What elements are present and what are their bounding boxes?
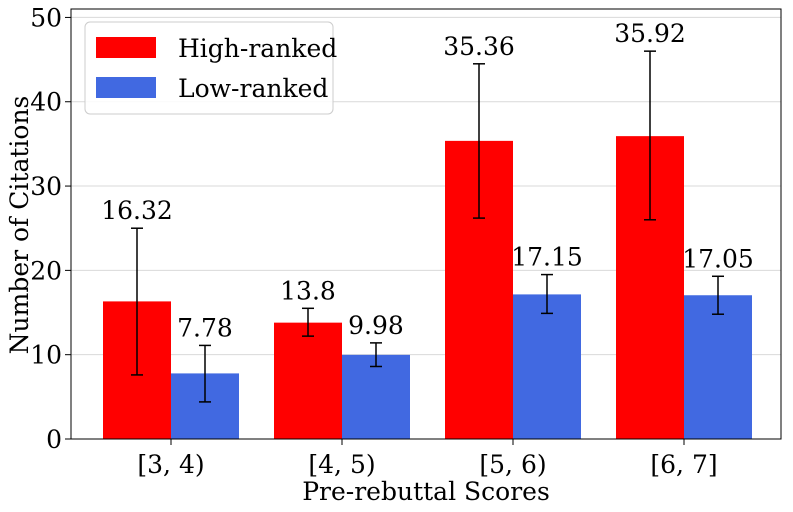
plot-frame bbox=[70, 8, 782, 440]
x-axis-label: Pre-rebuttal Scores bbox=[302, 477, 550, 506]
bar-high-ranked bbox=[274, 322, 342, 439]
x-axis-ticks: [3, 4) [4, 5) [5, 6) [6, 7] bbox=[137, 439, 718, 479]
data-label-high-ranked: 16.32 bbox=[101, 196, 173, 225]
legend: High-ranked Low-ranked bbox=[84, 21, 337, 115]
legend-swatch-high-ranked bbox=[96, 37, 156, 58]
data-label-high-ranked: 35.36 bbox=[443, 32, 515, 61]
data-label-low-ranked: 7.78 bbox=[177, 313, 233, 342]
error-bars bbox=[131, 50, 724, 403]
x-tick-label: [4, 5) bbox=[308, 450, 375, 479]
data-label-low-ranked: 17.05 bbox=[682, 244, 754, 273]
y-tick-label: 30 bbox=[30, 172, 62, 201]
y-tick-label: 50 bbox=[30, 3, 62, 32]
x-tick-label: [6, 7] bbox=[650, 450, 717, 479]
x-tick-label: [3, 4) bbox=[137, 450, 204, 479]
legend-label-low-ranked: Low-ranked bbox=[178, 74, 328, 103]
data-labels: 16.32 13.8 35.36 35.92 7.78 9.98 17.15 17.05 bbox=[101, 19, 754, 342]
legend-swatch-low-ranked bbox=[96, 77, 156, 98]
data-label-high-ranked: 35.92 bbox=[614, 19, 686, 48]
y-axis-ticks: 0 10 20 30 40 50 bbox=[30, 3, 71, 454]
legend-label-high-ranked: High-ranked bbox=[178, 34, 337, 63]
y-tick-label: 0 bbox=[46, 425, 62, 454]
y-axis-label: Number of Citations bbox=[5, 96, 34, 355]
y-tick-label: 40 bbox=[30, 88, 62, 117]
y-tick-label: 10 bbox=[30, 341, 62, 370]
bar-low-ranked bbox=[684, 295, 752, 439]
y-tick-label: 20 bbox=[30, 256, 62, 285]
data-label-high-ranked: 13.8 bbox=[280, 276, 336, 305]
x-tick-label: [5, 6) bbox=[479, 450, 546, 479]
bars bbox=[103, 136, 752, 440]
data-label-low-ranked: 17.15 bbox=[511, 243, 583, 272]
bar-low-ranked bbox=[342, 354, 410, 439]
data-label-low-ranked: 9.98 bbox=[348, 311, 404, 340]
bar-low-ranked bbox=[513, 294, 581, 439]
